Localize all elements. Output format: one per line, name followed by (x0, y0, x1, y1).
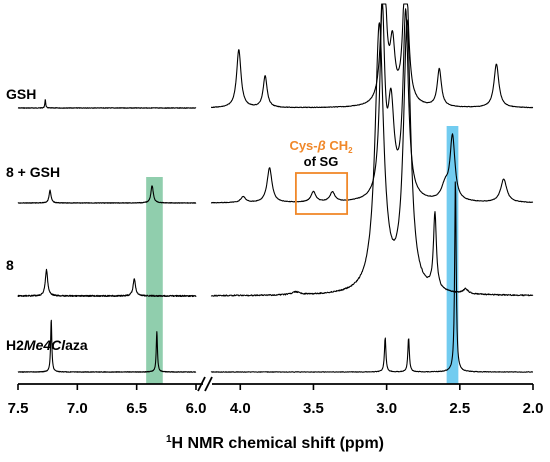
series-label-8: 8 (6, 257, 14, 273)
series-label-gsh: GSH (6, 86, 36, 102)
axis-break-marks (197, 376, 213, 392)
spectrum-trace-2 (210, 19, 534, 297)
series-label-h2me4claza: H2Me4Claza (6, 337, 88, 353)
spectrum-trace-1 (17, 185, 197, 204)
spectrum-trace-1 (210, 3, 534, 204)
spectrum-trace-3 (210, 181, 534, 373)
annotation-box (294, 172, 349, 215)
x-tick-label: 6.5 (126, 400, 147, 417)
x-ticks: 7.5 7.0 6.5 6.0 4.0 3.5 3.0 2.5 2.0 (8, 384, 544, 417)
x-axis-title: 1H NMR chemical shift (ppm) (166, 434, 384, 452)
spectra (17, 3, 534, 373)
x-tick-label: 4.0 (230, 400, 251, 417)
x-tick-label: 3.0 (376, 400, 397, 417)
x-tick-label: 7.0 (67, 400, 88, 417)
x-tick-label: 2.0 (523, 400, 544, 417)
highlight-band (146, 177, 163, 384)
x-tick-label: 6.0 (186, 400, 207, 417)
spectrum-trace-2 (17, 268, 197, 298)
spectrum-trace-0 (17, 99, 197, 109)
annotation-line-2: of SG (304, 154, 339, 169)
spectrum-trace-3 (17, 319, 197, 373)
cys-beta-annotation: Cys-β CH2 of SG (289, 138, 353, 215)
x-tick-label: 7.5 (8, 400, 29, 417)
spectrum-trace-0 (210, 3, 534, 109)
annotation-line-1: Cys-β CH2 (289, 138, 353, 155)
x-tick-label: 3.5 (303, 400, 324, 417)
highlight-bands (146, 126, 459, 384)
x-axis: 7.5 7.0 6.5 6.0 4.0 3.5 3.0 2.5 2.0 (8, 376, 544, 417)
series-label-8-plus-gsh: 8 + GSH (6, 164, 60, 180)
x-tick-label: 2.5 (449, 400, 470, 417)
highlight-band (446, 126, 459, 384)
